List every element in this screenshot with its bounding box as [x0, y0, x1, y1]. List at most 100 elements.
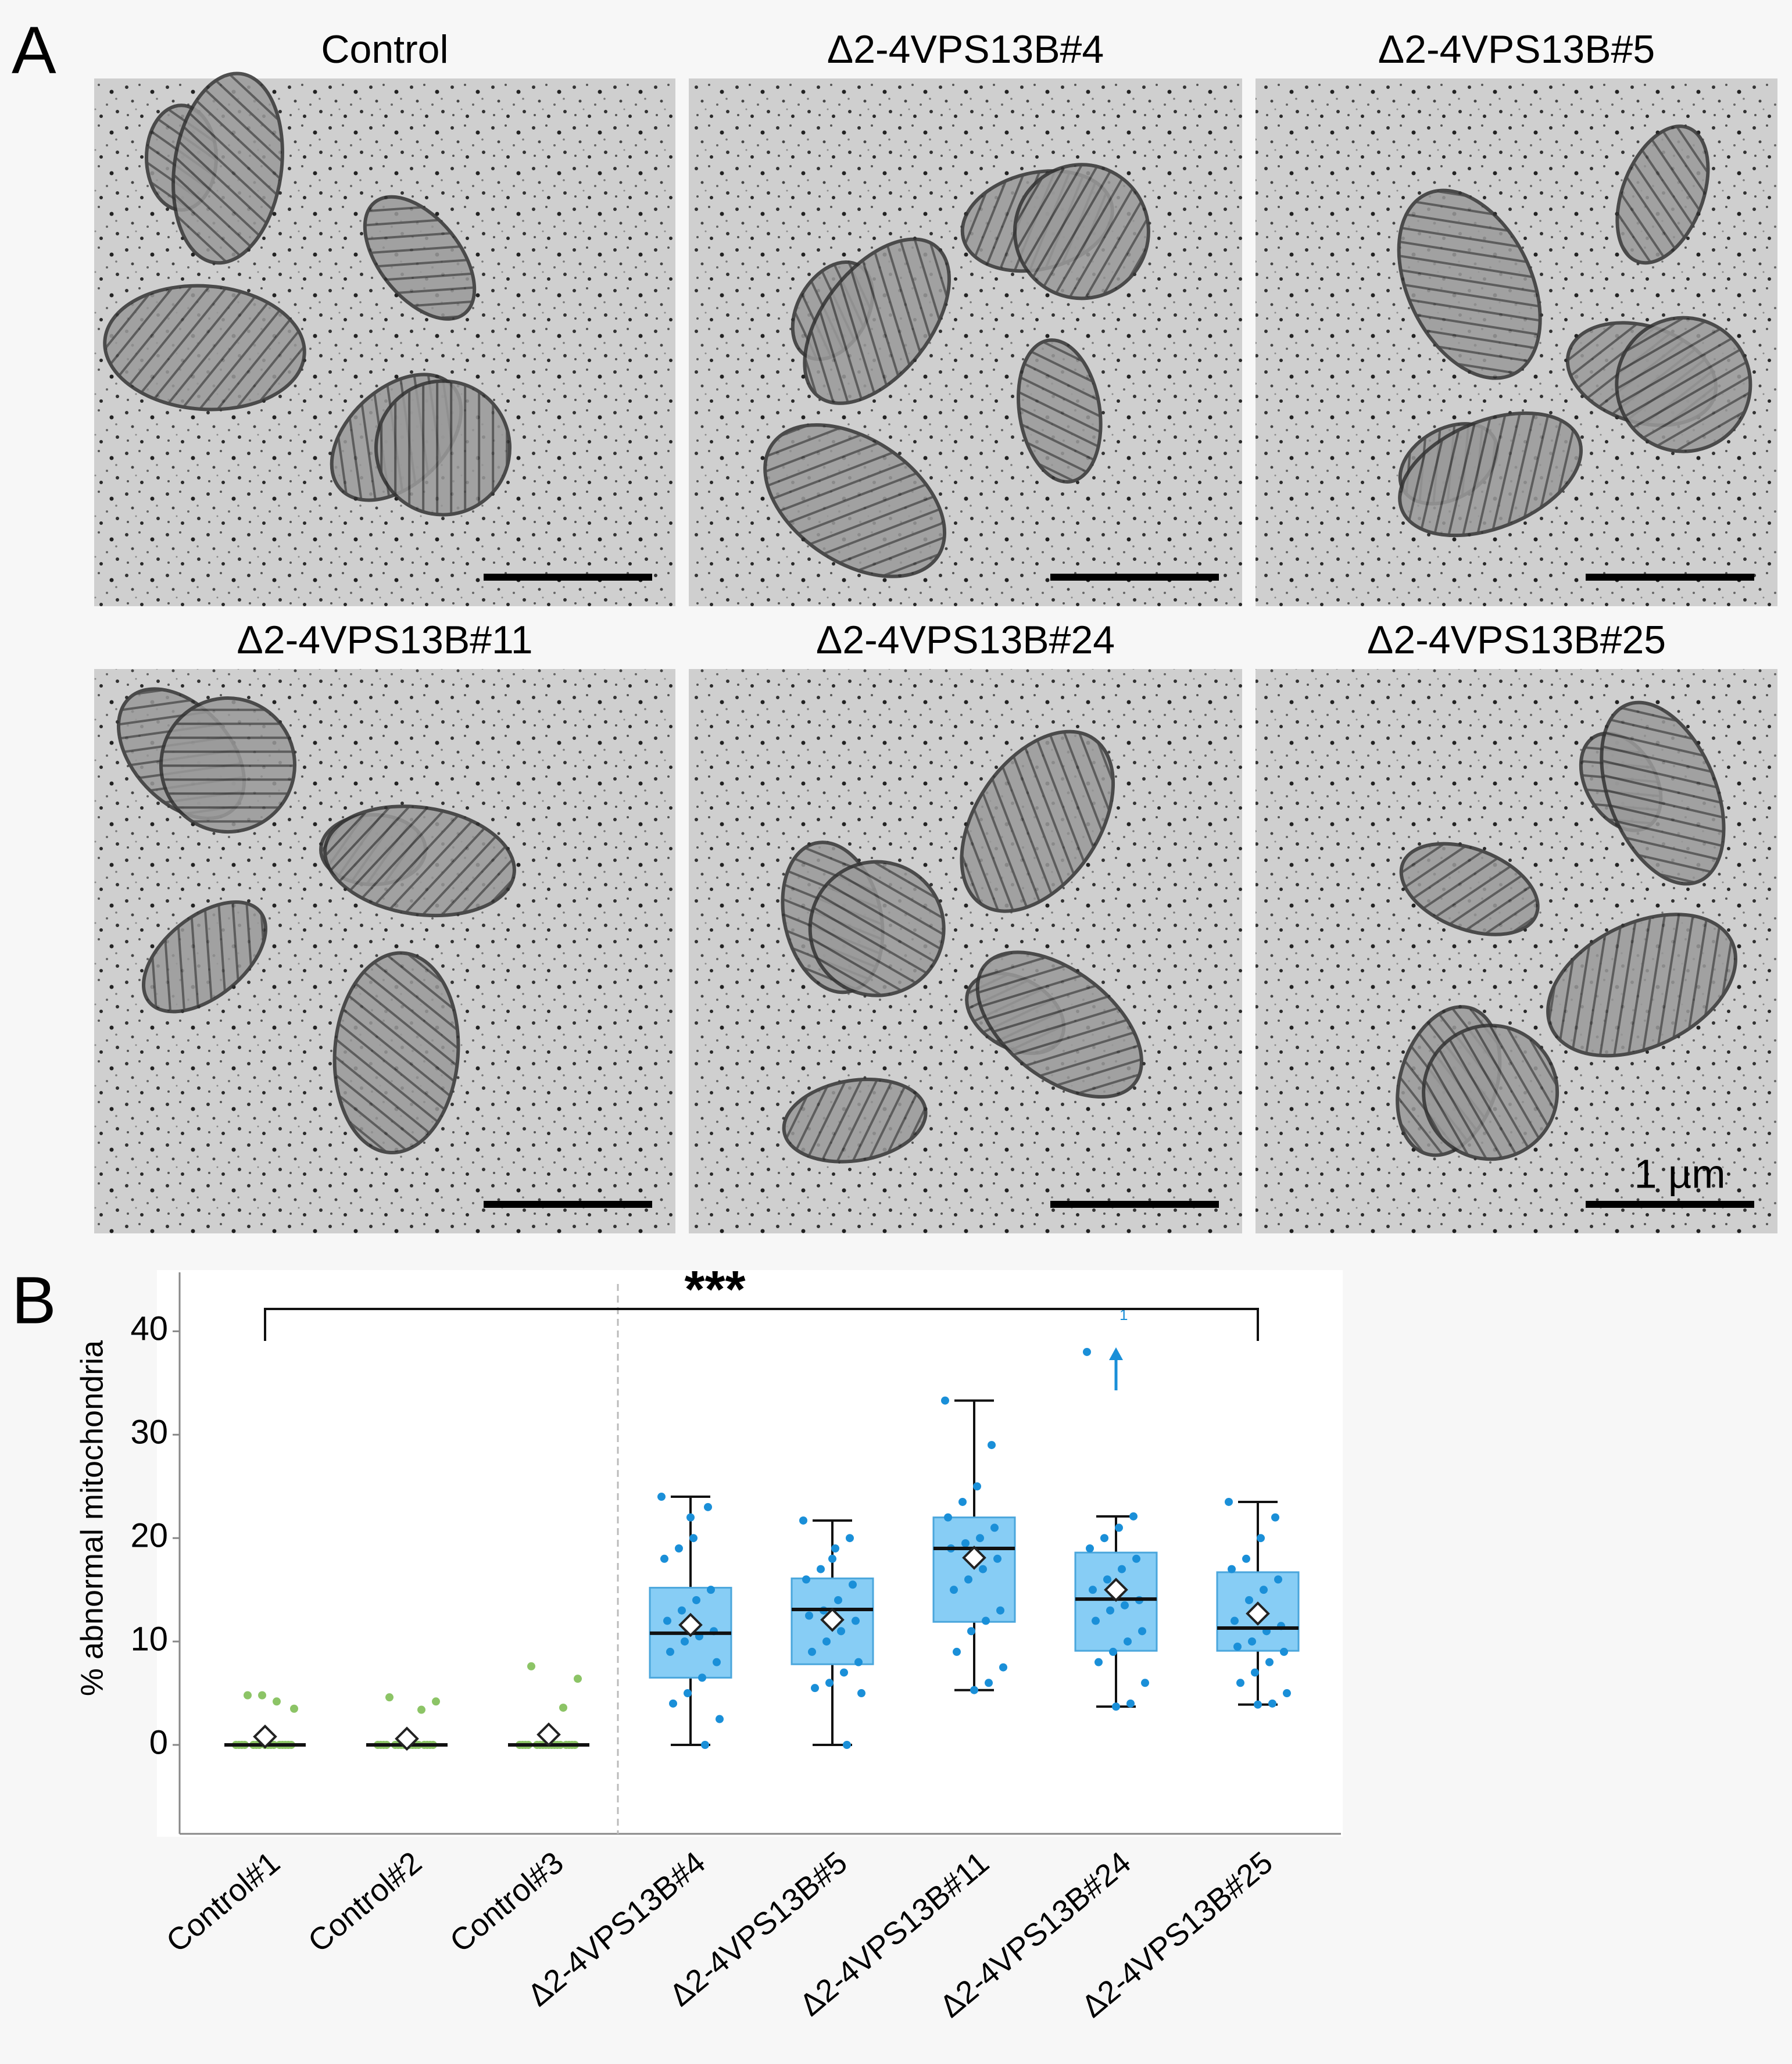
data-point — [799, 1516, 807, 1525]
mitochondrion — [142, 900, 267, 1014]
data-point — [1274, 1575, 1282, 1584]
mitochondrion — [803, 237, 951, 405]
data-point — [657, 1493, 666, 1501]
x-tick-label: Control#2 — [302, 1845, 428, 1959]
data-point — [985, 1679, 993, 1687]
data-point — [684, 1689, 692, 1698]
mitochondrion — [1399, 842, 1540, 936]
data-point — [854, 1658, 863, 1666]
data-point — [1083, 1347, 1091, 1356]
image-title: Δ2-4VPS13B#24 — [816, 618, 1115, 662]
significance-bracket — [264, 1308, 1259, 1341]
data-point — [1271, 1513, 1279, 1522]
data-point — [1092, 1616, 1100, 1625]
data-point — [849, 1580, 857, 1589]
data-point — [811, 1684, 819, 1693]
data-point — [958, 1497, 967, 1506]
data-point — [1254, 1700, 1262, 1709]
data-point — [999, 1663, 1007, 1672]
data-point — [825, 1679, 834, 1687]
mitochondrion — [1546, 913, 1737, 1058]
data-point — [666, 1647, 674, 1656]
data-point — [1283, 1689, 1291, 1698]
data-point — [689, 1534, 698, 1543]
offscale-arrowhead — [1109, 1347, 1123, 1360]
data-point — [681, 1637, 689, 1646]
y-tick-label: 20 — [130, 1517, 168, 1555]
data-point — [686, 1513, 695, 1522]
data-point — [944, 1513, 952, 1522]
mitochondrion — [1397, 188, 1542, 380]
y-tick-label: 30 — [130, 1414, 168, 1451]
mitochondrion — [323, 804, 516, 918]
mitochondrion — [960, 729, 1115, 913]
data-point — [846, 1534, 854, 1543]
offscale-count: 1 — [1119, 1306, 1128, 1323]
mitochondrion — [363, 195, 477, 321]
data-point — [1236, 1679, 1244, 1687]
data-point — [1265, 1658, 1274, 1666]
data-point — [692, 1596, 700, 1604]
data-point — [988, 1441, 996, 1450]
mitochondrion — [1013, 163, 1150, 301]
data-point — [417, 1705, 425, 1714]
data-point — [258, 1691, 266, 1700]
data-point — [669, 1699, 677, 1708]
image-title: Δ2-4VPS13B#11 — [237, 618, 532, 662]
data-point — [1228, 1565, 1236, 1573]
data-point — [1106, 1606, 1114, 1615]
data-point — [1086, 1544, 1094, 1553]
data-point — [273, 1697, 281, 1706]
mitochondrion — [332, 951, 460, 1155]
data-point — [834, 1596, 842, 1604]
mitochondrion — [103, 284, 306, 412]
data-point — [244, 1691, 252, 1700]
mitochondrion — [808, 860, 946, 997]
data-point — [973, 1482, 981, 1491]
data-point — [1109, 1647, 1117, 1656]
data-point — [432, 1697, 440, 1706]
mitochondrion — [1600, 700, 1726, 886]
mean-marker — [820, 1607, 845, 1632]
data-point — [1094, 1658, 1103, 1666]
data-point — [993, 1554, 1001, 1563]
data-point — [941, 1396, 949, 1405]
image-title: Δ2-4VPS13B#4 — [827, 27, 1104, 71]
data-point — [701, 1741, 709, 1750]
micrograph — [689, 78, 1242, 606]
y-tick-label: 10 — [130, 1620, 168, 1658]
panel-label: B — [12, 1263, 56, 1337]
y-axis-label: % abnormal mitochondria — [74, 1340, 109, 1696]
data-point — [698, 1673, 706, 1682]
mean-marker — [395, 1726, 419, 1751]
data-point — [707, 1586, 715, 1594]
y-tick-label: 40 — [130, 1310, 168, 1348]
data-point — [996, 1606, 1004, 1615]
data-point — [857, 1689, 865, 1698]
data-point — [385, 1693, 394, 1702]
data-point — [704, 1503, 712, 1511]
data-point — [527, 1662, 535, 1670]
mitochondrion — [1398, 411, 1583, 538]
data-point — [1115, 1523, 1123, 1532]
data-point — [805, 1611, 813, 1620]
data-point — [982, 1616, 990, 1625]
data-point — [1138, 1627, 1146, 1636]
mean-marker — [253, 1724, 277, 1749]
mean-marker — [536, 1722, 561, 1747]
data-point — [1112, 1702, 1120, 1711]
data-point — [843, 1741, 851, 1750]
plot-background — [157, 1270, 1343, 1837]
data-point — [1280, 1647, 1288, 1656]
data-point — [1242, 1554, 1250, 1563]
mitochondrion — [1615, 316, 1752, 453]
data-point — [828, 1554, 836, 1563]
data-point — [663, 1616, 671, 1625]
data-point — [979, 1565, 987, 1573]
data-point — [1129, 1512, 1138, 1521]
x-tick-label: Control#3 — [443, 1845, 570, 1959]
data-point — [660, 1554, 668, 1563]
data-point — [953, 1647, 961, 1656]
